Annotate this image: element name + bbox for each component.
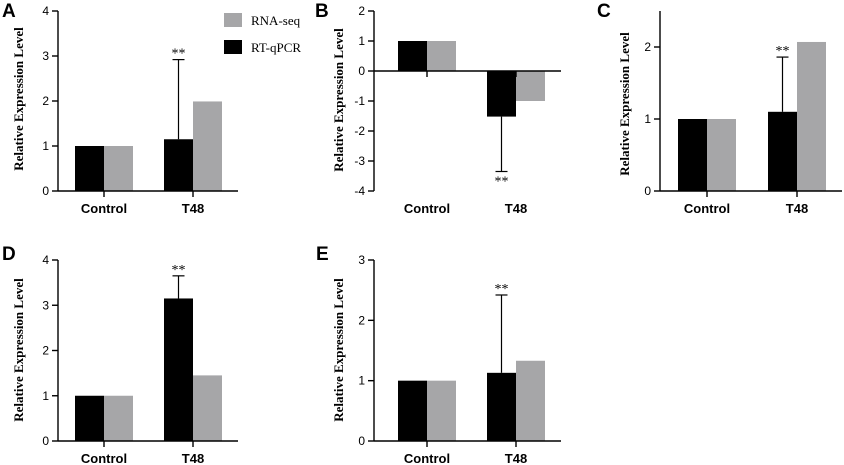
- panel-b-plot: ** -4 -3 -2 -1 0 1 2 Control T48: [354, 4, 561, 216]
- y-tick-label: 2: [358, 4, 365, 18]
- y-tick-label: 0: [358, 434, 365, 448]
- y-tick-label: -1: [354, 94, 365, 108]
- y-tick-label: 4: [42, 253, 49, 267]
- bar-rna-seq-t48: [516, 360, 545, 441]
- y-tick-label: 4: [42, 4, 49, 18]
- panel-d: D Relative Expression Level ** 0 1 2 3 4 Contr…: [2, 244, 238, 465]
- bar-rt-qpcr-control: [75, 146, 104, 191]
- bar-rna-seq-t48: [516, 71, 545, 101]
- bar-rna-seq-t48: [193, 375, 222, 441]
- y-tick-label: 1: [644, 112, 651, 126]
- panel-a-plot: ** 0 1 2 3 4 Control T48: [42, 4, 238, 216]
- bar-rna-seq-t48: [797, 41, 826, 192]
- y-tick-label: 3: [42, 49, 49, 63]
- bar-rt-qpcr-t48: [768, 111, 797, 191]
- legend-swatch-rna-seq: [224, 13, 242, 27]
- x-category-label-control: Control: [81, 201, 127, 216]
- panel-d-y-title: Relative Expression Level: [11, 278, 26, 422]
- panel-a-y-title: Relative Expression Level: [11, 27, 26, 171]
- panel-e-plot: ** 0 1 2 3 Control T48: [358, 253, 561, 465]
- significance-label-t48: **: [495, 175, 509, 190]
- bar-rna-seq-t48: [193, 101, 222, 191]
- y-tick-label: 2: [358, 313, 365, 327]
- x-category-label-t48: T48: [786, 201, 808, 216]
- x-category-label-control: Control: [684, 201, 730, 216]
- significance-label-t48: **: [172, 263, 186, 278]
- y-tick-label: 0: [42, 184, 49, 198]
- y-tick-label: 3: [42, 298, 49, 312]
- significance-label-t48: **: [172, 47, 186, 62]
- legend: RNA-seq RT-qPCR: [224, 13, 301, 55]
- bar-rna-seq-control: [104, 395, 133, 441]
- legend-label-rna-seq: RNA-seq: [251, 13, 301, 28]
- panel-e: E Relative Expression Level ** 0 1 2 3 Contro…: [316, 244, 561, 465]
- y-tick-label: 1: [358, 374, 365, 388]
- bar-rna-seq-control: [707, 119, 736, 191]
- y-tick-label: -2: [354, 124, 365, 138]
- panel-b: B Relative Expression Level ** -4 -3 -2 -1 0 1…: [315, 1, 561, 216]
- y-tick-label: -3: [354, 154, 365, 168]
- panel-e-y-title: Relative Expression Level: [331, 278, 346, 422]
- bar-rt-qpcr-control: [398, 41, 427, 71]
- x-category-label-t48: T48: [505, 451, 527, 465]
- panel-d-plot: ** 0 1 2 3 4 Control T48: [42, 253, 238, 465]
- x-category-label-control: Control: [404, 451, 450, 465]
- panel-c-y-title: Relative Expression Level: [617, 32, 632, 176]
- panel-e-letter: E: [316, 244, 329, 265]
- bar-rt-qpcr-control: [398, 380, 427, 441]
- panel-a: A Relative Expression Level ** 0 1 2 3 4 Contr…: [2, 1, 238, 216]
- panel-c: C Relative Expression Level ** 0 1 2 Control…: [597, 1, 842, 216]
- bar-rt-qpcr-t48: [164, 298, 193, 441]
- panel-b-letter: B: [315, 1, 329, 22]
- bar-rt-qpcr-control: [75, 395, 104, 441]
- y-tick-label: 1: [358, 34, 365, 48]
- significance-label-t48: **: [495, 282, 509, 297]
- panel-a-letter: A: [2, 1, 16, 22]
- significance-label-t48: **: [776, 44, 790, 59]
- bar-rna-seq-control: [427, 41, 456, 71]
- panel-c-plot: ** 0 1 2 Control T48: [644, 11, 842, 216]
- legend-label-rt-qpcr: RT-qPCR: [251, 40, 301, 55]
- bar-rt-qpcr-control: [678, 119, 707, 191]
- bar-rt-qpcr-t48: [487, 71, 516, 117]
- y-tick-label: 3: [358, 253, 365, 267]
- x-category-label-t48: T48: [505, 201, 527, 216]
- bar-rt-qpcr-t48: [487, 372, 516, 441]
- y-tick-label: 0: [42, 434, 49, 448]
- y-tick-label: 0: [358, 64, 365, 78]
- panel-d-letter: D: [2, 244, 16, 265]
- bar-rna-seq-control: [104, 146, 133, 191]
- y-tick-label: 2: [42, 344, 49, 358]
- y-tick-label: 0: [644, 184, 651, 198]
- y-tick-label: 1: [42, 139, 49, 153]
- bar-rt-qpcr-t48: [164, 139, 193, 191]
- x-category-label-t48: T48: [182, 201, 204, 216]
- legend-swatch-rt-qpcr: [224, 40, 242, 54]
- bar-rna-seq-control: [427, 380, 456, 441]
- y-tick-label: 1: [42, 389, 49, 403]
- x-category-label-control: Control: [81, 451, 127, 465]
- y-tick-label: 2: [42, 94, 49, 108]
- x-category-label-t48: T48: [182, 451, 204, 465]
- y-tick-label: 2: [644, 40, 651, 54]
- y-tick-label: -4: [354, 184, 365, 198]
- panel-b-y-title: Relative Expression Level: [331, 28, 346, 172]
- x-category-label-control: Control: [404, 201, 450, 216]
- panel-c-letter: C: [597, 1, 611, 22]
